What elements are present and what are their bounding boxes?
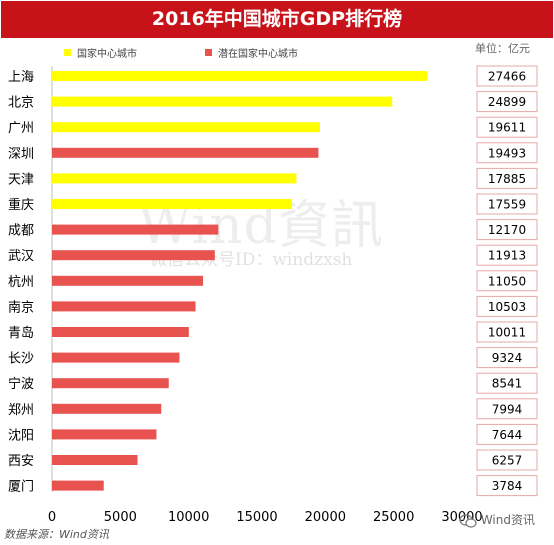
bar (52, 429, 157, 440)
data-label: 6257 (492, 454, 523, 468)
category-label: 广州 (8, 121, 34, 136)
value-box (476, 65, 538, 87)
chart-title: 2016年中国城市GDP排行榜 (151, 8, 403, 30)
value-box (476, 475, 538, 497)
bar (52, 224, 219, 235)
data-label: 24899 (488, 95, 526, 109)
data-label: 7644 (492, 428, 523, 442)
category-label: 杭州 (8, 275, 34, 290)
bar (52, 71, 428, 81)
value-box (476, 321, 538, 343)
bar (52, 480, 104, 491)
bar (52, 250, 215, 261)
value-box (476, 167, 538, 189)
legend-label: 潜在国家中心城市 (218, 47, 298, 60)
data-label: 11050 (488, 274, 526, 288)
category-label: 西安 (8, 454, 34, 469)
value-box (476, 423, 538, 445)
bar (52, 352, 180, 363)
category-label: 深圳 (8, 147, 34, 162)
legend-swatch (64, 49, 71, 56)
bar (52, 301, 196, 312)
data-label: 7994 (492, 402, 523, 416)
category-label: 北京 (8, 96, 34, 111)
wechat-icon (459, 513, 477, 528)
value-box (476, 295, 538, 317)
brand-label: Wind资讯 (459, 511, 535, 528)
category-label: 青岛 (8, 325, 34, 341)
value-box (476, 91, 538, 113)
unit-label: 单位：亿元 (475, 41, 530, 55)
category-label: 南京 (8, 299, 34, 315)
bar (52, 147, 319, 158)
data-label: 9324 (492, 351, 523, 365)
bar (52, 199, 292, 209)
bar (52, 403, 162, 414)
category-label: 长沙 (8, 352, 34, 367)
bar (52, 96, 393, 107)
data-source-label: 数据来源：Wind资讯 (4, 528, 109, 541)
data-label: 12170 (488, 223, 526, 237)
data-label: 10011 (488, 326, 526, 340)
bar (52, 378, 169, 389)
brand-text: Wind资讯 (480, 513, 535, 527)
bar (52, 327, 189, 337)
value-box (476, 219, 538, 241)
category-label: 天津 (8, 172, 34, 187)
data-label: 8541 (492, 377, 523, 391)
data-label: 11913 (488, 249, 526, 263)
x-tick-label: 5000 (104, 510, 137, 525)
legend-label: 国家中心城市 (77, 47, 137, 60)
title-bar: 2016年中国城市GDP排行榜 (1, 1, 553, 38)
bar (52, 275, 204, 286)
value-box (476, 244, 538, 266)
x-tick-label: 15000 (236, 510, 277, 525)
bar (52, 122, 321, 133)
value-box (476, 193, 538, 215)
x-tick-label: 20000 (305, 510, 346, 525)
x-tick-label: 10000 (168, 510, 209, 525)
data-label: 10503 (488, 300, 526, 314)
data-label: 19611 (488, 121, 526, 135)
category-label: 厦门 (8, 480, 34, 495)
category-label: 上海 (8, 70, 34, 85)
data-label: 17559 (488, 198, 526, 212)
x-tick-label: 25000 (373, 510, 414, 525)
category-label: 宁波 (8, 376, 34, 392)
data-label: 27466 (488, 70, 526, 84)
value-box (476, 398, 538, 420)
category-label: 成都 (8, 224, 34, 239)
data-label: 17885 (488, 172, 526, 186)
data-label: 3784 (492, 479, 523, 493)
value-box (476, 116, 538, 138)
bar (52, 455, 138, 465)
value-box (476, 142, 538, 164)
value-box (476, 372, 538, 394)
bar (52, 173, 297, 184)
legend-swatch (205, 49, 212, 56)
category-label: 沈阳 (8, 428, 34, 443)
category-label: 郑州 (8, 403, 34, 418)
category-label: 武汉 (8, 249, 34, 264)
x-tick-label: 0 (48, 510, 56, 525)
value-box (476, 449, 538, 471)
value-box (476, 270, 538, 292)
data-label: 19493 (488, 146, 526, 160)
category-label: 重庆 (8, 197, 34, 213)
value-box (476, 347, 538, 369)
